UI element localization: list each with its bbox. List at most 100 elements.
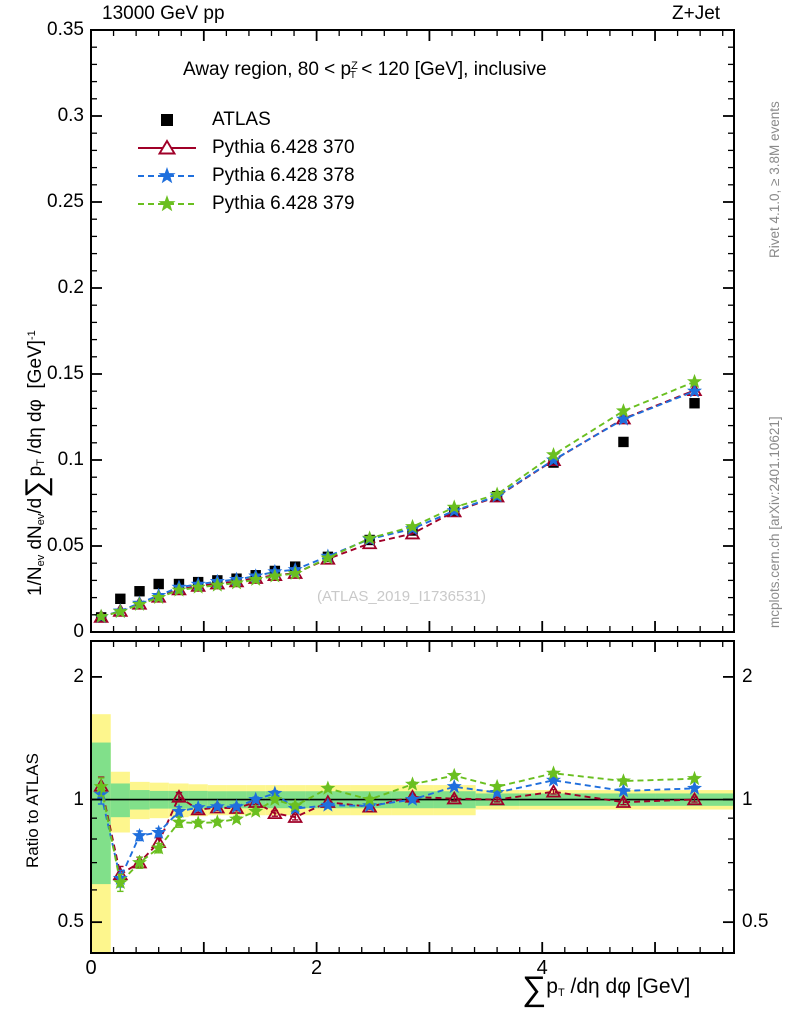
main-series-3-line xyxy=(100,380,695,618)
data-point-star xyxy=(248,803,264,818)
ratio-series-2 xyxy=(93,765,703,890)
ytick-label-main-1: 0.05 xyxy=(47,535,84,556)
data-point-star xyxy=(320,550,336,565)
xtick-label-2: 4 xyxy=(536,957,548,979)
ratio-series-1 xyxy=(93,772,703,885)
plot-title: Away region, 80 < pZT < 120 [GeV], inclu… xyxy=(183,59,547,81)
data-point-star xyxy=(132,596,148,611)
ytick-label-main-6: 0.3 xyxy=(57,105,84,126)
header-process: Z+Jet xyxy=(672,3,721,24)
data-point-star xyxy=(287,565,303,580)
data-point-star xyxy=(405,518,420,534)
data-point-star xyxy=(287,797,303,813)
data-point-star xyxy=(489,784,505,799)
legend-swatch-dashed-star xyxy=(138,195,196,212)
data-point-star xyxy=(151,589,167,604)
data-point-star xyxy=(687,383,703,398)
data-point-star xyxy=(112,874,128,890)
data-point-triangle xyxy=(489,791,505,806)
data-point-star xyxy=(546,446,561,462)
legend-swatch-marker-square xyxy=(161,114,173,126)
main-panel-frame xyxy=(90,29,735,633)
legend-label: ATLAS xyxy=(212,109,271,130)
ylabel-main: 1/Nev dNev/d∑pT /dη dφ [GeV]-1 xyxy=(20,330,53,596)
legend-label: Pythia 6.428 379 xyxy=(212,193,355,214)
data-point-star xyxy=(229,575,245,590)
data-point-triangle xyxy=(446,790,463,805)
data-point-star xyxy=(171,582,187,597)
data-point-star xyxy=(546,772,561,787)
data-point-star xyxy=(171,814,187,829)
header-beam-energy: 13000 GeV pp xyxy=(102,3,225,24)
legend-swatch-dashed-star xyxy=(138,167,196,184)
data-point-star xyxy=(687,770,703,786)
data-point-star xyxy=(209,577,225,592)
data-point-star xyxy=(112,603,128,619)
ytick-label-main-0: 0 xyxy=(73,621,84,642)
data-point-star xyxy=(132,854,147,870)
ytick-label-main-5: 0.25 xyxy=(47,191,84,212)
data-point-star xyxy=(615,783,631,798)
data-point-triangle xyxy=(615,794,632,808)
data-point-star xyxy=(405,791,420,806)
ratio-band-outer xyxy=(91,714,734,953)
data-point-star xyxy=(151,824,167,839)
data-point-square xyxy=(134,586,145,597)
data-point-triangle xyxy=(287,809,304,823)
data-point-star xyxy=(171,803,187,818)
data-point-triangle xyxy=(686,791,703,806)
xtick-label-1: 2 xyxy=(311,957,323,979)
data-point-star xyxy=(489,778,505,794)
data-point-star xyxy=(615,773,631,788)
legend-label: Pythia 6.428 378 xyxy=(212,165,355,186)
data-point-triangle xyxy=(545,783,562,798)
xtick-label-0: 0 xyxy=(85,957,97,979)
data-point-star xyxy=(687,373,703,389)
ratio-panel-frame xyxy=(90,640,735,954)
main-series-3 xyxy=(93,373,703,623)
data-point-square xyxy=(618,436,629,448)
main-series-2-line xyxy=(100,390,695,618)
data-point-star xyxy=(248,791,264,806)
ytick-label-ratio-right-0: 0.5 xyxy=(742,911,769,933)
data-point-star xyxy=(93,778,109,794)
data-point-star xyxy=(209,798,225,814)
ytick-label-main-2: 0.1 xyxy=(57,449,84,470)
data-point-star xyxy=(446,778,462,794)
ytick-label-ratio-left-2: 2 xyxy=(73,665,84,687)
side-label-mcplots: mcplots.cern.ch [arXiv:2401.10621] xyxy=(767,416,782,628)
data-point-star xyxy=(248,571,264,586)
data-point-star xyxy=(132,827,147,843)
data-point-star xyxy=(362,530,378,545)
ytick-label-ratio-right-1: 1 xyxy=(742,788,753,810)
data-point-triangle xyxy=(171,789,187,803)
ytick-label-ratio-right-2: 2 xyxy=(742,665,753,687)
ytick-label-ratio-left-1: 1 xyxy=(73,788,84,810)
ytick-label-ratio-left-0: 0.5 xyxy=(57,911,84,933)
side-label-rivet: Rivet 4.1.0, ≥ 3.8M events xyxy=(767,101,782,258)
data-point-star xyxy=(615,403,631,418)
data-point-star xyxy=(489,486,505,501)
data-point-star xyxy=(546,765,561,780)
data-point-star xyxy=(446,499,462,514)
data-point-star xyxy=(687,780,703,795)
data-point-star xyxy=(151,840,167,855)
data-point-star xyxy=(615,411,631,426)
ytick-label-main-7: 0.35 xyxy=(47,19,84,40)
ylabel-ratio: Ratio to ATLAS xyxy=(23,753,42,868)
data-point-star xyxy=(190,815,206,830)
data-point-star xyxy=(362,797,378,813)
data-point-star xyxy=(405,776,420,791)
data-point-square xyxy=(689,398,700,409)
data-point-triangle xyxy=(267,805,283,820)
data-point-star xyxy=(362,791,378,806)
data-point-star xyxy=(267,568,283,583)
data-point-star xyxy=(209,814,225,829)
data-point-star xyxy=(446,767,462,782)
ytick-label-main-4: 0.2 xyxy=(57,277,84,298)
data-point-star xyxy=(190,579,206,594)
legend-label: Pythia 6.428 370 xyxy=(212,137,355,158)
data-point-star xyxy=(190,799,206,815)
